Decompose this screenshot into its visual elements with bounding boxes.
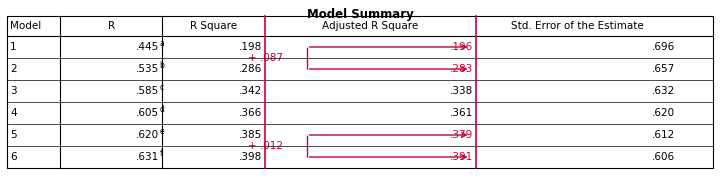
Text: + .087: + .087 — [248, 53, 283, 63]
Text: Model Summary: Model Summary — [307, 8, 413, 21]
Text: Model: Model — [10, 21, 41, 31]
Text: .696: .696 — [652, 42, 675, 52]
Text: .631: .631 — [136, 152, 159, 162]
Text: .286: .286 — [238, 64, 261, 74]
Text: a: a — [159, 38, 164, 48]
Bar — [7, 16, 713, 168]
Text: + .012: + .012 — [248, 141, 283, 151]
Text: .398: .398 — [238, 152, 261, 162]
Text: 1: 1 — [10, 42, 17, 52]
Text: 4: 4 — [10, 108, 17, 118]
Text: e: e — [159, 127, 164, 135]
Text: .198: .198 — [238, 42, 261, 52]
Text: 3: 3 — [10, 86, 17, 96]
Text: R: R — [107, 21, 114, 31]
Text: .585: .585 — [136, 86, 159, 96]
Text: .196: .196 — [450, 42, 474, 52]
Text: 5: 5 — [10, 130, 17, 140]
Text: R Square: R Square — [190, 21, 237, 31]
Text: .283: .283 — [450, 64, 474, 74]
Text: .620: .620 — [136, 130, 159, 140]
Text: .632: .632 — [652, 86, 675, 96]
Text: .385: .385 — [238, 130, 261, 140]
Text: Adjusted R Square: Adjusted R Square — [323, 21, 419, 31]
Text: .535: .535 — [136, 64, 159, 74]
Text: .606: .606 — [652, 152, 675, 162]
Text: 2: 2 — [10, 64, 17, 74]
Text: .657: .657 — [652, 64, 675, 74]
Text: .620: .620 — [652, 108, 675, 118]
Text: f: f — [159, 148, 162, 158]
Text: .379: .379 — [450, 130, 474, 140]
Text: .361: .361 — [450, 108, 474, 118]
Text: b: b — [159, 61, 164, 69]
Text: d: d — [159, 104, 164, 114]
Text: .366: .366 — [238, 108, 261, 118]
Text: .342: .342 — [238, 86, 261, 96]
Text: c: c — [159, 82, 163, 91]
Text: .445: .445 — [136, 42, 159, 52]
Text: Std. Error of the Estimate: Std. Error of the Estimate — [510, 21, 644, 31]
Text: .612: .612 — [652, 130, 675, 140]
Text: 6: 6 — [10, 152, 17, 162]
Text: .338: .338 — [450, 86, 474, 96]
Text: .391: .391 — [450, 152, 474, 162]
Text: .605: .605 — [136, 108, 159, 118]
